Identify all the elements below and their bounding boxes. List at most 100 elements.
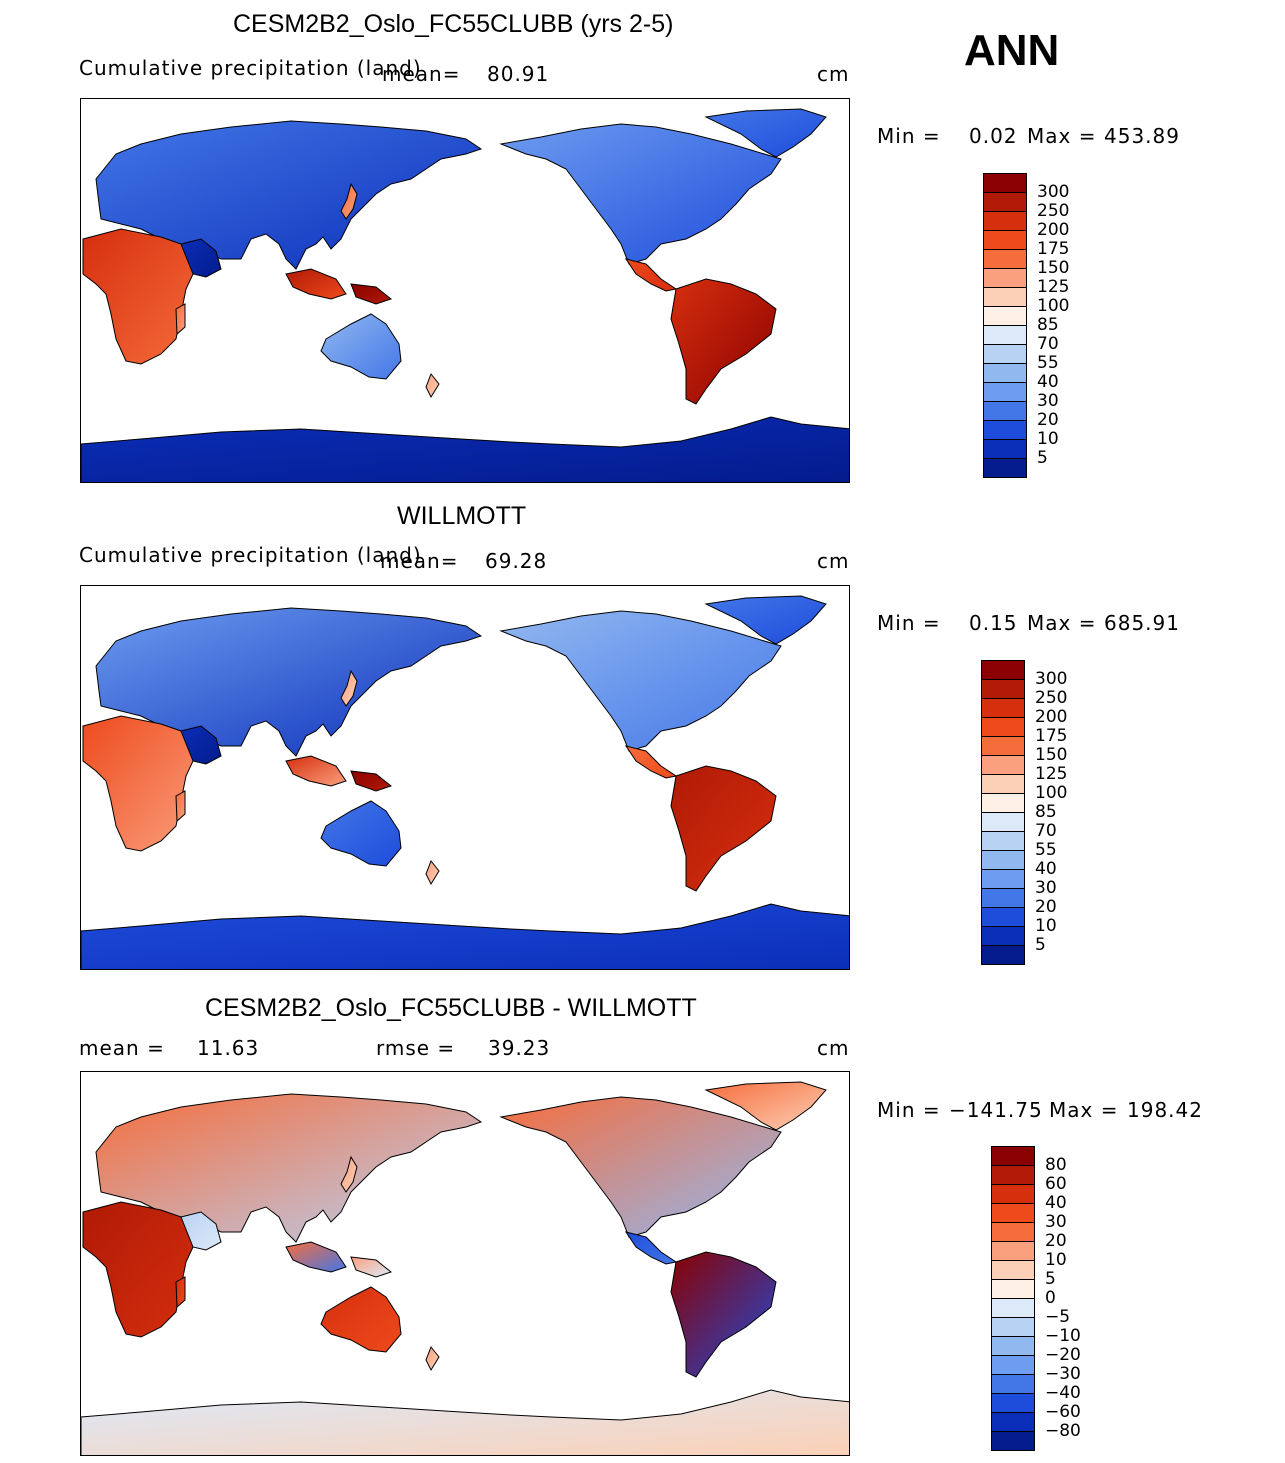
landmass-japan [340, 182, 358, 220]
colorbar-swatch [991, 1203, 1035, 1223]
colorbar-swatch [981, 907, 1025, 927]
landmass-madagascar [175, 790, 186, 823]
colorbar-label: 100 [1037, 296, 1070, 316]
panel3-map [80, 1071, 850, 1456]
landmass-camerica [624, 258, 678, 292]
colorbar-label: 30 [1037, 391, 1059, 411]
landmass-arabia [180, 1211, 222, 1251]
panel2-mean-label: mean= [380, 549, 459, 573]
colorbar-swatch [981, 660, 1025, 680]
landmass-japan [340, 1155, 358, 1193]
colorbar-swatch [981, 679, 1025, 699]
colorbar-label: 5 [1035, 935, 1046, 955]
colorbar-label: 250 [1037, 201, 1070, 221]
panel2-title: WILLMOTT [397, 502, 527, 530]
colorbar-label: 10 [1037, 429, 1059, 449]
landmass-australia [320, 1286, 402, 1353]
colorbar-label: 55 [1037, 353, 1059, 373]
colorbar-swatch [983, 363, 1027, 383]
colorbar-label: 20 [1037, 410, 1059, 430]
landmass-japan [340, 669, 358, 707]
colorbar-label: 20 [1045, 1231, 1067, 1251]
colorbar-swatch [983, 420, 1027, 440]
landmass-arabia [180, 725, 222, 765]
world-map-svg [81, 108, 849, 482]
colorbar-label: 20 [1035, 897, 1057, 917]
colorbar-swatch [981, 774, 1025, 794]
colorbar-label: 150 [1035, 745, 1068, 765]
colorbar-label: −30 [1045, 1364, 1081, 1384]
landmass-camerica [624, 745, 678, 779]
colorbar-label: 70 [1035, 821, 1057, 841]
colorbar-label: 100 [1035, 783, 1068, 803]
landmass-madagascar [175, 303, 186, 336]
colorbar-label: −10 [1045, 1326, 1081, 1346]
landmass-arabia [180, 238, 222, 278]
colorbar-label: 85 [1037, 315, 1059, 335]
colorbar-label: 60 [1045, 1174, 1067, 1194]
panel2-max-value: 685.91 [1104, 611, 1180, 635]
colorbar-swatch [991, 1298, 1035, 1318]
panel3-max-label: Max = [1049, 1098, 1119, 1122]
panel3-units: cm [817, 1036, 850, 1060]
colorbar-swatch [981, 812, 1025, 832]
landmass-greenland [704, 108, 827, 158]
landmass-nz [425, 373, 440, 399]
colorbar-swatch [983, 306, 1027, 326]
panel1-title: CESM2B2_Oslo_FC55CLUBB (yrs 2-5) [233, 10, 674, 38]
colorbar-label: 55 [1035, 840, 1057, 860]
colorbar-swatch [991, 1317, 1035, 1337]
colorbar-swatch [983, 401, 1027, 421]
colorbar-label: 150 [1037, 258, 1070, 278]
world-map-svg [81, 595, 849, 969]
colorbar-swatch [981, 869, 1025, 889]
colorbar-swatch [991, 1184, 1035, 1204]
landmass-nz [425, 1346, 440, 1372]
colorbar-swatch [983, 287, 1027, 307]
colorbar-swatch [991, 1260, 1035, 1280]
landmass-seasia [285, 1241, 347, 1273]
colorbar-swatch [981, 736, 1025, 756]
colorbar-label: 175 [1035, 726, 1068, 746]
colorbar-label: 200 [1035, 707, 1068, 727]
landmass-samerica [670, 1251, 777, 1378]
colorbar-swatch [983, 439, 1027, 459]
colorbar-swatch [981, 926, 1025, 946]
colorbar-label: 85 [1035, 802, 1057, 822]
colorbar-swatch [991, 1431, 1035, 1451]
landmass-australia [320, 313, 402, 380]
panel3-min-value: −141.75 [949, 1098, 1043, 1122]
colorbar-label: 30 [1045, 1212, 1067, 1232]
panel2-map [80, 585, 850, 970]
panel1-variable-label: Cumulative precipitation (land) [79, 56, 422, 80]
colorbar-label: 175 [1037, 239, 1070, 259]
landmass-greenland [704, 595, 827, 645]
panel3-mean-value: 11.63 [197, 1036, 260, 1060]
colorbar-swatch [991, 1355, 1035, 1375]
colorbar-label: −60 [1045, 1402, 1081, 1422]
colorbar-swatch [983, 173, 1027, 193]
colorbar-swatch [983, 325, 1027, 345]
colorbar-label: −20 [1045, 1345, 1081, 1365]
colorbar-label: 5 [1037, 448, 1048, 468]
colorbar-label: 40 [1035, 859, 1057, 879]
landmass-newguinea [350, 1256, 393, 1278]
world-map-svg [81, 1081, 849, 1455]
panel3-rmse-label: rmse = [376, 1036, 456, 1060]
panel1-map [80, 98, 850, 483]
colorbar-swatch [991, 1165, 1035, 1185]
colorbar-swatch [983, 344, 1027, 364]
colorbar-swatch [981, 888, 1025, 908]
panel3-title: CESM2B2_Oslo_FC55CLUBB - WILLMOTT [205, 994, 697, 1022]
colorbar-swatch [991, 1279, 1035, 1299]
colorbar-label: −5 [1045, 1307, 1071, 1327]
colorbar-label: −40 [1045, 1383, 1081, 1403]
colorbar-label: 0 [1045, 1288, 1056, 1308]
panel1-mean-label: mean= [382, 62, 461, 86]
panel3-max-value: 198.42 [1127, 1098, 1203, 1122]
panel1-units: cm [817, 62, 850, 86]
colorbar-swatch [981, 698, 1025, 718]
landmass-samerica [670, 765, 777, 892]
landmass-seasia [285, 755, 347, 787]
landmass-camerica [624, 1231, 678, 1265]
